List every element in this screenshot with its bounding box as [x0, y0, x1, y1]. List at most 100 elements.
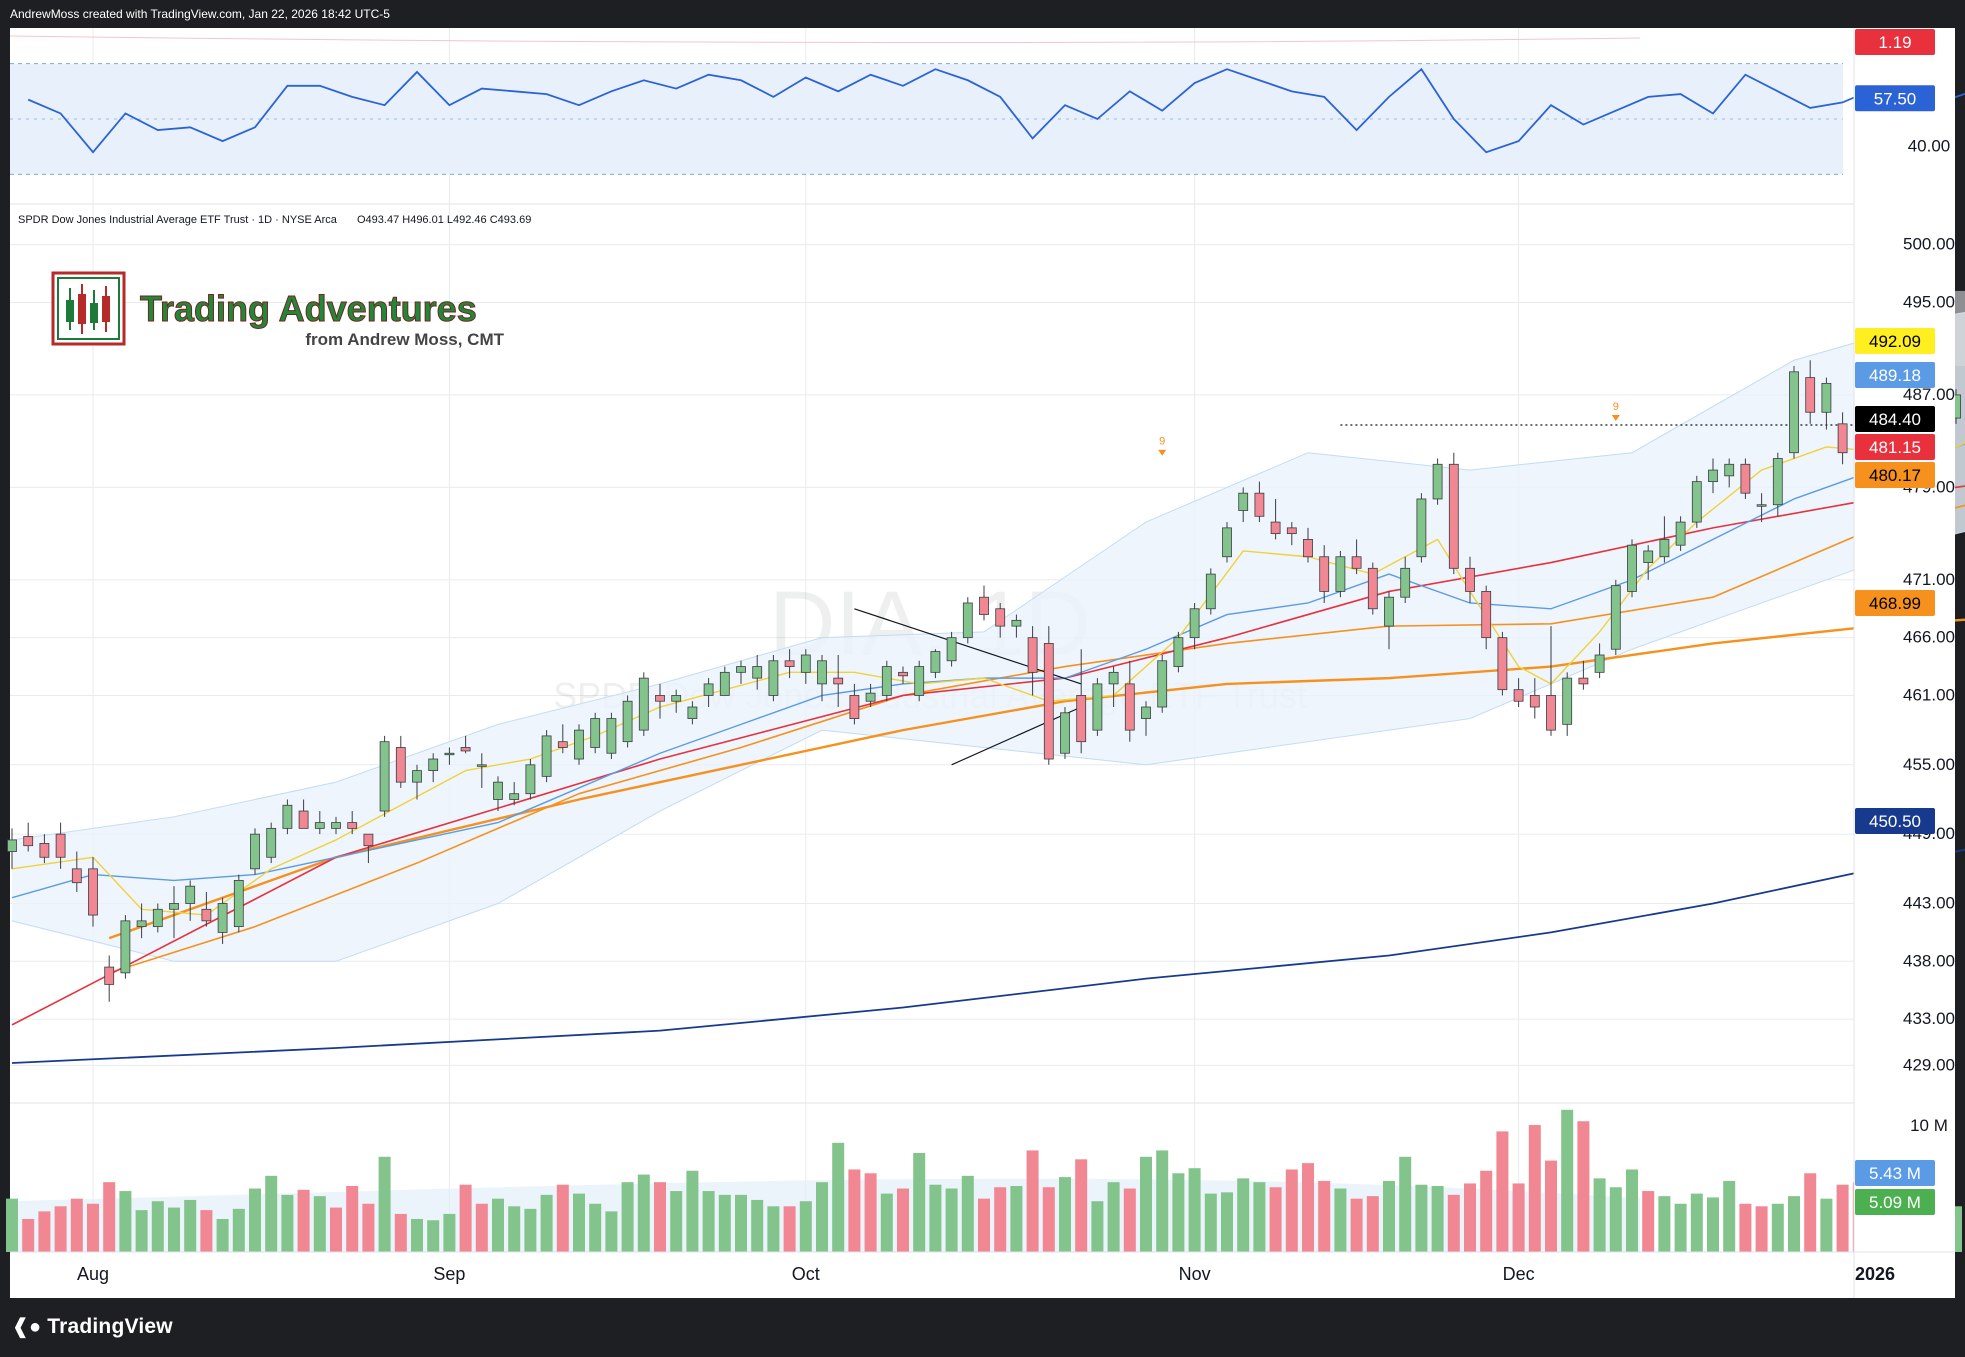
rsi-value-tag-background	[1855, 85, 1935, 112]
rsi-value-tag: 57.50	[1855, 85, 1935, 112]
volume-bar	[767, 1206, 780, 1252]
volume-bar	[1059, 1177, 1071, 1252]
volume-bar	[151, 1201, 164, 1252]
candle-body	[1497, 637, 1508, 691]
volume-bar	[135, 1210, 148, 1252]
volume-bar	[686, 1170, 699, 1252]
candle-body	[703, 683, 714, 696]
sequential-count-arrow	[1611, 415, 1620, 422]
candle	[1708, 458, 1718, 494]
price-tag-background	[1855, 808, 1935, 834]
candle-body	[736, 666, 746, 673]
candle	[1691, 475, 1702, 528]
volume-bar	[994, 1187, 1007, 1252]
volume-bar	[54, 1206, 67, 1252]
candle	[1675, 516, 1686, 551]
time-axis[interactable]: AugSepOctNovDec2026Feb	[77, 1264, 1965, 1284]
candle	[557, 724, 568, 754]
candle-body	[752, 666, 763, 679]
candle	[298, 799, 309, 829]
candle-body	[784, 660, 795, 667]
candle-body	[557, 741, 568, 748]
candle-body	[979, 596, 989, 615]
candle-body	[1367, 567, 1378, 610]
volume-bar	[1318, 1180, 1331, 1252]
volume-bar	[540, 1194, 553, 1252]
volume-bar	[1820, 1198, 1833, 1252]
volume-bar	[1010, 1185, 1023, 1252]
volume-bar	[1480, 1170, 1493, 1252]
price-pane[interactable]: 99	[7, 279, 1965, 1064]
candle	[1578, 660, 1589, 690]
candle-body	[865, 692, 876, 702]
volume-bar	[1399, 1156, 1412, 1252]
candle	[39, 834, 50, 864]
volume-bar	[1140, 1156, 1152, 1252]
candle-body	[347, 822, 358, 829]
volume-bar	[961, 1175, 974, 1252]
candle-body	[1238, 492, 1249, 511]
rsi-pane[interactable]	[9, 35, 1965, 175]
time-tick-label: Aug	[77, 1264, 109, 1284]
trendline	[854, 608, 1082, 685]
candle-body	[71, 868, 82, 884]
candle-body	[169, 903, 179, 910]
candle-body	[1837, 423, 1848, 454]
candle	[833, 655, 844, 708]
volume-bar	[265, 1175, 278, 1252]
candle	[395, 735, 406, 788]
sequential-count-arrow	[1158, 449, 1167, 456]
candle-body	[331, 822, 341, 829]
candle	[1043, 626, 1054, 765]
volume-bar	[1739, 1203, 1752, 1252]
volume-bar	[184, 1199, 197, 1252]
volume-bar	[1107, 1182, 1120, 1252]
volume-bar	[249, 1188, 261, 1252]
candle	[1789, 366, 1799, 459]
candle	[736, 660, 746, 684]
volume-bar	[378, 1156, 391, 1252]
candle	[1319, 545, 1330, 603]
volume-bar	[1771, 1203, 1784, 1252]
sma21-line	[11, 442, 1965, 899]
candle	[671, 689, 682, 713]
price-tag-background	[1855, 434, 1935, 460]
price-tick-label: 429.00	[1903, 1055, 1955, 1074]
price-tag: 450.50	[1855, 808, 1935, 834]
candle-body	[817, 660, 827, 685]
candle-body	[962, 602, 973, 639]
price-tick-label: 438.00	[1903, 951, 1955, 970]
candle	[1124, 660, 1135, 742]
candle-body	[1108, 671, 1119, 685]
candle	[1756, 493, 1767, 523]
candle	[1092, 678, 1103, 736]
volume-bar	[1804, 1173, 1817, 1252]
volume-bar	[524, 1208, 537, 1252]
candle	[1432, 458, 1443, 505]
candle-body	[1011, 619, 1022, 627]
volume-bar	[1464, 1183, 1476, 1252]
tradingview-logo[interactable]: ❰● TradingView	[12, 1314, 173, 1339]
candle	[995, 602, 1006, 638]
candle	[331, 816, 341, 835]
candle-body	[1659, 539, 1670, 558]
credit-text: AndrewMoss created with TradingView.com,…	[10, 7, 390, 21]
candle	[1837, 412, 1848, 465]
candle-body	[687, 706, 698, 719]
volume-bar	[1496, 1131, 1509, 1252]
candle-body	[1157, 660, 1168, 708]
price-axis[interactable]: 500.00495.00487.00479.00471.00466.00461.…	[1855, 29, 1955, 1215]
volume-bar	[70, 1198, 83, 1252]
price-tick-label: 461.00	[1903, 685, 1955, 704]
candle	[476, 753, 487, 788]
volume-pane[interactable]	[6, 1109, 1965, 1252]
chart-canvas[interactable]: SPDR Dow Jones Industrial Average ETF Tr…	[0, 0, 1965, 1300]
candle	[250, 828, 260, 875]
candle	[7, 828, 17, 869]
candle-body	[88, 868, 98, 916]
volume-bar	[1512, 1183, 1525, 1252]
candle-body	[379, 741, 390, 812]
volume-bar	[880, 1193, 893, 1252]
price-tick-label: 466.00	[1903, 628, 1955, 647]
candle-body	[914, 666, 925, 696]
